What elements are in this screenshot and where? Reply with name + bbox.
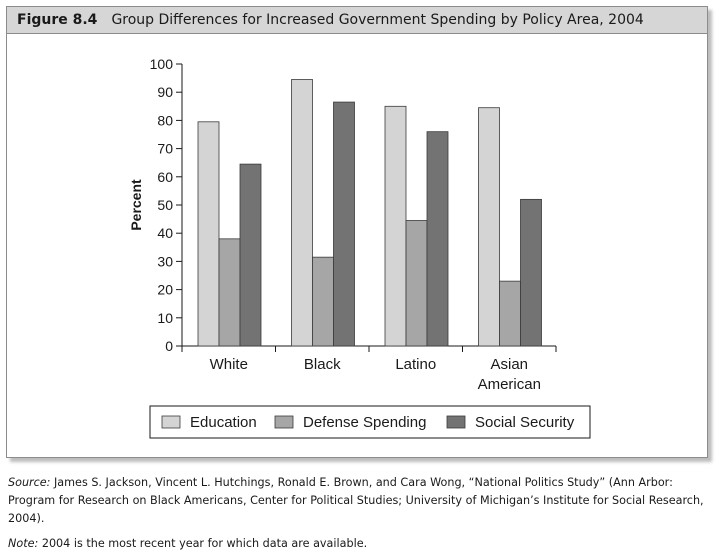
y-axis-title: Percent [128,179,144,231]
figure-notes: Source: James S. Jackson, Vincent L. Hut… [8,474,714,560]
data-note-prefix: Note: [8,537,39,550]
legend-swatch [446,415,466,429]
category-label: Black [304,356,341,373]
y-tick-label: 40 [157,225,173,241]
legend-label: Education [190,414,257,431]
legend-box [149,405,591,439]
bar-social-security [520,198,542,347]
category-label: American [478,376,541,393]
y-tick-label: 100 [150,56,174,72]
source-note: Source: James S. Jackson, Vincent L. Hut… [8,474,714,528]
y-tick-label: 0 [165,338,173,354]
bar-defense-spending [405,220,428,347]
y-tick-label: 30 [157,253,173,269]
figure-title: Group Differences for Increased Governme… [111,12,644,28]
figure-title-bar: Figure 8.4 Group Differences for Increas… [7,7,707,34]
bar-social-security [426,131,449,347]
bar-education [291,79,313,347]
y-tick-label: 10 [157,310,173,326]
bar-education [197,121,220,347]
bar-chart: 0 10 20 30 40 50 60 70 80 90 100 Percent White Black L… [128,56,591,439]
bar-defense-spending [499,280,521,347]
y-tick-label: 80 [157,112,173,128]
y-tick-label: 60 [157,169,173,185]
legend-swatch [161,415,181,429]
legend-label: Social Security [475,414,575,431]
y-tick-label: 50 [157,197,173,213]
y-tick-label: 90 [157,84,173,100]
bar-defense-spending [218,238,241,347]
y-tick-label: 70 [157,141,173,157]
bar-education [384,105,407,347]
source-note-text: James S. Jackson, Vincent L. Hutchings, … [8,476,704,525]
category-label: Latino [395,356,436,373]
data-note: Note: 2004 is the most recent year for w… [8,535,714,553]
bar-social-security [333,101,355,347]
legend-swatch [274,415,294,429]
bar-education [478,107,500,347]
category-label: Asian [490,356,528,373]
figure-label: Figure 8.4 [17,12,98,28]
category-label: White [210,356,248,373]
figure-frame: Figure 8.4 Group Differences for Increas… [6,6,708,458]
source-note-prefix: Source: [8,476,51,489]
y-tick-label: 20 [157,282,173,298]
bar-defense-spending [312,256,334,347]
bar-social-security [239,163,262,347]
legend-label: Defense Spending [303,414,426,431]
data-note-text: 2004 is the most recent year for which d… [38,537,368,550]
